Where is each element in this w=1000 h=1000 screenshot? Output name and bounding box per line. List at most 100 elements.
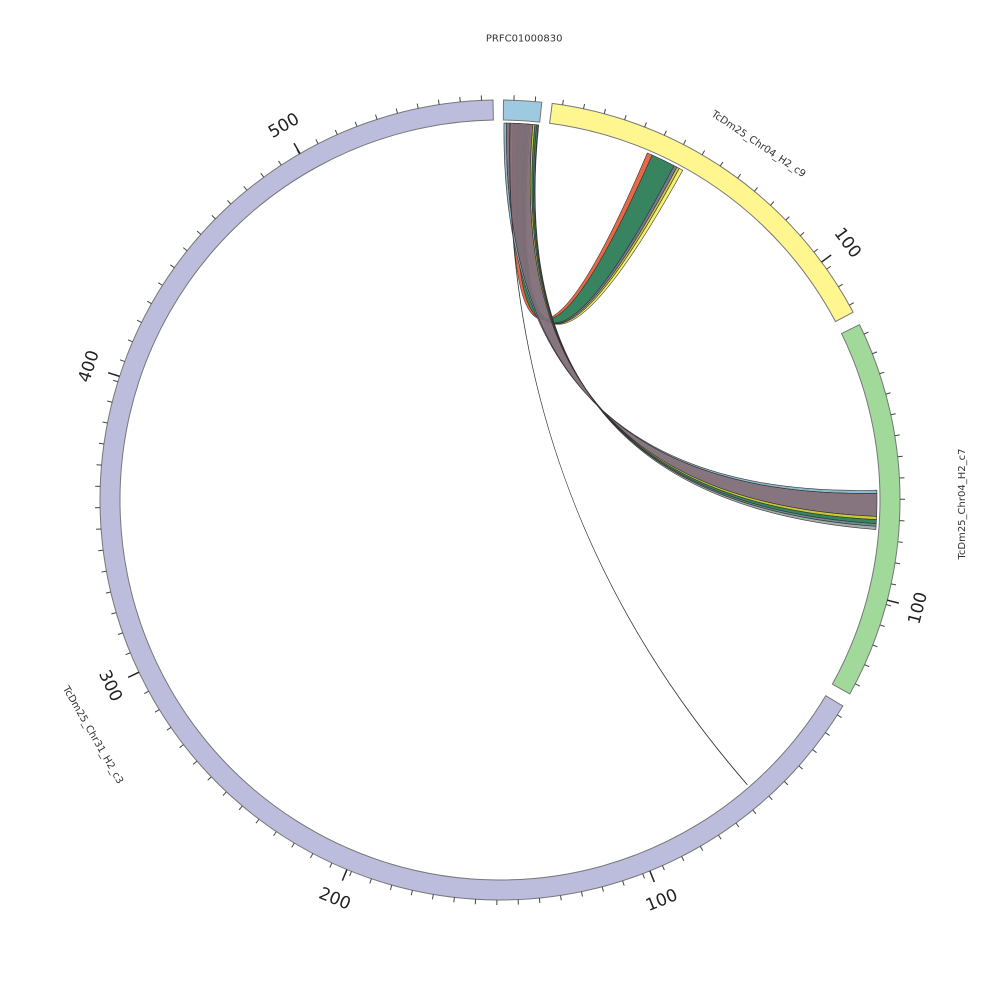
minor-tick bbox=[291, 842, 295, 848]
minor-tick bbox=[785, 216, 790, 221]
minor-tick bbox=[872, 351, 878, 355]
tick-label: 100 bbox=[830, 224, 865, 262]
minor-tick bbox=[243, 186, 248, 191]
major-tick bbox=[293, 142, 301, 154]
minor-tick bbox=[255, 818, 260, 824]
minor-tick bbox=[182, 247, 188, 252]
minor-tick bbox=[872, 644, 878, 648]
minor-tick bbox=[837, 714, 842, 719]
minor-tick bbox=[196, 230, 202, 235]
segment-arc-3 bbox=[831, 323, 901, 695]
minor-tick bbox=[101, 570, 107, 573]
minor-tick bbox=[624, 114, 627, 121]
minor-tick bbox=[768, 795, 773, 801]
minor-tick bbox=[157, 282, 163, 286]
minor-tick bbox=[661, 865, 665, 871]
minor-tick bbox=[273, 831, 277, 837]
minor-tick bbox=[98, 549, 104, 552]
ticks-layer bbox=[95, 95, 906, 905]
minor-tick bbox=[105, 591, 111, 594]
minor-tick bbox=[826, 265, 832, 270]
link-ribbon bbox=[529, 124, 877, 521]
minor-tick bbox=[897, 541, 903, 543]
minor-tick bbox=[560, 895, 562, 901]
minor-tick bbox=[112, 379, 119, 383]
minor-tick bbox=[681, 856, 685, 862]
minor-tick bbox=[663, 130, 667, 136]
minor-tick bbox=[754, 187, 758, 192]
minor-tick bbox=[885, 392, 891, 395]
minor-tick bbox=[622, 880, 625, 886]
minor-tick bbox=[260, 172, 265, 178]
segment-arc-2 bbox=[549, 102, 854, 323]
segment-arc-4 bbox=[99, 99, 844, 901]
minor-tick bbox=[770, 201, 775, 206]
minor-tick bbox=[431, 894, 434, 900]
minor-tick bbox=[329, 862, 333, 868]
minor-tick bbox=[838, 283, 843, 288]
minor-tick bbox=[334, 129, 338, 135]
minor-tick bbox=[894, 434, 900, 437]
minor-tick bbox=[601, 886, 604, 892]
minor-tick bbox=[166, 727, 172, 731]
major-tick bbox=[887, 599, 900, 604]
tick-label: 200 bbox=[316, 884, 354, 915]
minor-tick bbox=[719, 161, 724, 167]
minor-tick bbox=[179, 744, 184, 749]
minor-tick bbox=[144, 690, 149, 694]
minor-tick bbox=[395, 108, 398, 114]
link-ribbon bbox=[531, 124, 877, 524]
minor-tick bbox=[278, 160, 282, 166]
minor-tick bbox=[117, 632, 123, 635]
minor-tick bbox=[864, 664, 870, 668]
minor-tick bbox=[369, 878, 372, 884]
major-tick bbox=[127, 671, 140, 679]
minor-tick bbox=[799, 232, 805, 237]
minor-tick bbox=[642, 873, 645, 879]
minor-tick bbox=[897, 455, 903, 458]
segment-arc-1 bbox=[502, 99, 543, 123]
minor-tick bbox=[192, 760, 198, 765]
major-tick bbox=[341, 869, 348, 881]
minor-tick bbox=[238, 805, 243, 811]
tick-label: 100 bbox=[643, 885, 681, 916]
minor-tick bbox=[211, 215, 216, 220]
minor-tick bbox=[644, 122, 647, 128]
link-ribbon bbox=[509, 122, 748, 786]
minor-tick bbox=[453, 897, 455, 903]
minor-tick bbox=[737, 173, 742, 179]
minor-tick bbox=[169, 264, 175, 269]
minor-tick bbox=[416, 103, 419, 109]
tick-label: 100 bbox=[904, 590, 931, 626]
minor-tick bbox=[349, 871, 352, 877]
minor-tick bbox=[783, 781, 789, 786]
minor-tick bbox=[354, 121, 358, 127]
minor-tick bbox=[752, 809, 757, 815]
minor-tick bbox=[102, 421, 108, 424]
minor-tick bbox=[849, 302, 854, 306]
minor-tick bbox=[891, 583, 897, 586]
minor-tick bbox=[580, 891, 583, 897]
minor-tick bbox=[375, 114, 378, 120]
major-tick bbox=[107, 371, 120, 378]
minor-tick bbox=[863, 331, 869, 335]
minor-tick bbox=[389, 884, 393, 891]
minor-tick bbox=[735, 822, 740, 828]
minor-tick bbox=[98, 442, 105, 445]
minor-tick bbox=[699, 845, 704, 851]
segment-label-3: TcDm25_Chr04_H2_c7 bbox=[957, 449, 968, 561]
minor-tick bbox=[798, 765, 803, 770]
minor-tick bbox=[111, 612, 117, 615]
minor-tick bbox=[825, 732, 830, 736]
major-tick bbox=[649, 870, 656, 883]
minor-tick bbox=[437, 99, 440, 105]
minor-tick bbox=[879, 371, 885, 375]
minor-tick bbox=[154, 709, 160, 713]
minor-tick bbox=[879, 624, 885, 627]
tick-label: 500 bbox=[265, 109, 303, 143]
minor-tick bbox=[603, 108, 606, 114]
minor-tick bbox=[718, 834, 722, 840]
segments-layer bbox=[99, 99, 901, 901]
